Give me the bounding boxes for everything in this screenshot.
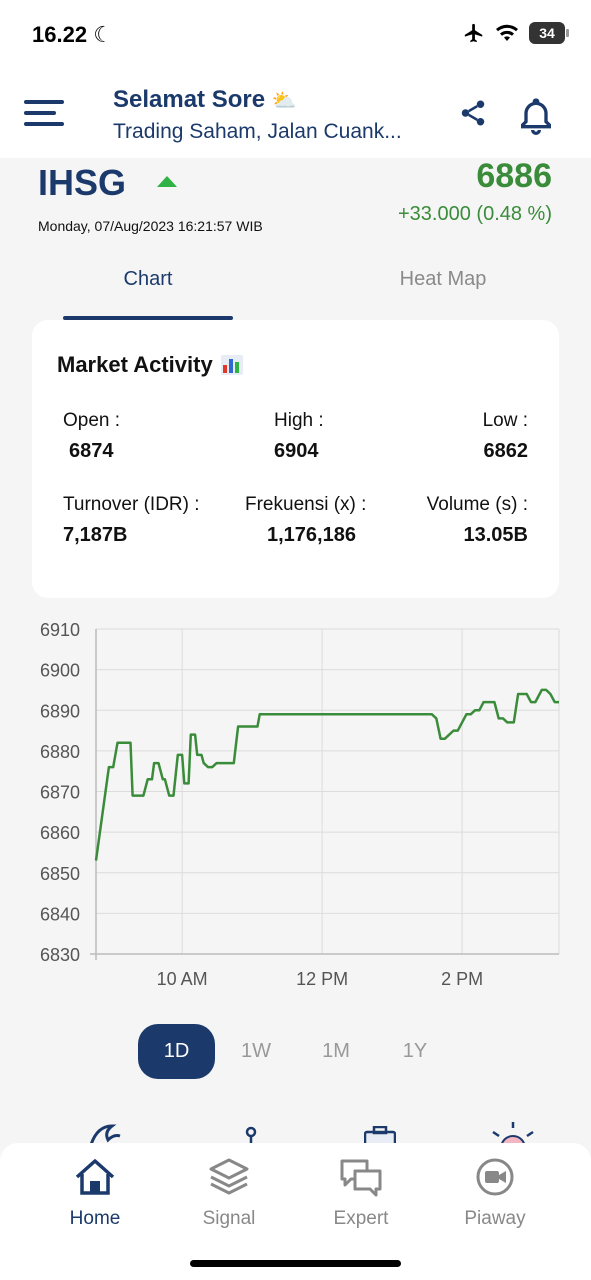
price-chart-svg: 6910 6900 6890 6880 6870 6860 6850 6840 6830 10 A… bbox=[40, 620, 560, 989]
battery-icon: 34 bbox=[529, 22, 569, 44]
market-activity-title: Market Activity bbox=[57, 352, 243, 378]
nav-expert-label: Expert bbox=[333, 1208, 389, 1229]
moon-icon: ☾ bbox=[93, 22, 113, 47]
price-chart[interactable]: 6910 6900 6890 6880 6870 6860 6850 6840 6830 10 A… bbox=[0, 610, 591, 1000]
index-date: Monday, 07/Aug/2023 16:21:57 WIB bbox=[38, 218, 263, 234]
chat-icon bbox=[340, 1159, 382, 1197]
stat-high-value: 6904 bbox=[274, 440, 319, 462]
stat-open-value: 6874 bbox=[69, 440, 114, 462]
range-selector: 1D 1W 1M 1Y bbox=[0, 1024, 591, 1080]
stat-turnover: Turnover (IDR) : 7,187B bbox=[63, 494, 200, 547]
tab-chart[interactable]: Chart bbox=[123, 268, 173, 290]
stat-volume-label: Volume (s) : bbox=[426, 494, 528, 515]
price-series-line bbox=[94, 688, 559, 861]
greeting-text: Selamat Sore bbox=[113, 86, 266, 113]
y-tick-label: 6870 bbox=[40, 783, 80, 803]
bar-chart-icon bbox=[220, 355, 243, 375]
stat-low-value: 6862 bbox=[483, 440, 529, 462]
y-tick-label: 6840 bbox=[40, 904, 80, 924]
tab-indicator bbox=[63, 316, 233, 320]
y-tick-label: 6860 bbox=[40, 823, 80, 843]
up-arrow-icon bbox=[157, 176, 177, 187]
video-icon bbox=[476, 1158, 514, 1196]
x-tick-label: 2 PM bbox=[441, 969, 483, 989]
tab-heat-map[interactable]: Heat Map bbox=[399, 268, 487, 290]
bottom-nav: Home Signal Expert Piaway bbox=[0, 1143, 591, 1280]
stat-volume: Volume (s) : 13.05B bbox=[427, 494, 528, 547]
app-header: Selamat Sore ⛅ Trading Saham, Jalan Cuan… bbox=[0, 70, 591, 158]
battery-level: 34 bbox=[539, 25, 555, 41]
y-tick-label: 6910 bbox=[40, 620, 80, 640]
stat-turnover-value: 7,187B bbox=[63, 524, 128, 546]
menu-icon[interactable] bbox=[24, 100, 64, 130]
stat-high: High : 6904 bbox=[274, 410, 324, 463]
status-icons: 34 bbox=[463, 22, 569, 44]
status-bar: 16.22 ☾ 34 bbox=[0, 0, 591, 70]
nav-home-label: Home bbox=[69, 1208, 121, 1229]
range-1y-button[interactable]: 1Y bbox=[402, 1040, 428, 1062]
index-name: IHSG bbox=[38, 162, 127, 203]
y-tick-label: 6830 bbox=[40, 945, 80, 965]
y-tick-label: 6850 bbox=[40, 864, 80, 884]
wifi-icon bbox=[496, 24, 518, 41]
nav-piaway-label: Piaway bbox=[464, 1208, 526, 1229]
tab-bar: Chart Heat Map bbox=[0, 258, 591, 320]
header-subtitle: Trading Saham, Jalan Cuank... bbox=[113, 120, 402, 143]
market-activity-title-text: Market Activity bbox=[57, 352, 213, 377]
index-value: 6886 bbox=[476, 157, 552, 195]
range-1m-button[interactable]: 1M bbox=[322, 1040, 350, 1062]
bell-icon[interactable] bbox=[516, 94, 556, 136]
greeting: Selamat Sore ⛅ bbox=[113, 86, 297, 114]
stat-high-label: High : bbox=[274, 410, 324, 431]
layers-icon bbox=[209, 1158, 249, 1195]
nav-piaway[interactable]: Piaway bbox=[440, 1157, 550, 1230]
nav-expert[interactable]: Expert bbox=[306, 1157, 416, 1230]
stat-volume-value: 13.05B bbox=[463, 524, 529, 546]
airplane-icon bbox=[464, 23, 483, 43]
stat-frekuensi-label: Frekuensi (x) : bbox=[245, 494, 367, 515]
index-change: +33.000 (0.48 %) bbox=[398, 203, 552, 225]
stat-open-label: Open : bbox=[63, 410, 121, 431]
x-tick-label: 10 AM bbox=[157, 969, 208, 989]
range-1d-button[interactable]: 1D bbox=[138, 1024, 215, 1079]
home-icon bbox=[75, 1159, 115, 1195]
status-time: 16.22 ☾ bbox=[32, 22, 113, 48]
stat-frekuensi-value: 1,176,186 bbox=[267, 524, 356, 546]
nav-home[interactable]: Home bbox=[40, 1157, 150, 1230]
market-activity-card: Market Activity Open : 6874 High : 6904 … bbox=[32, 320, 559, 598]
range-1w-button[interactable]: 1W bbox=[241, 1040, 271, 1062]
y-tick-label: 6900 bbox=[40, 661, 80, 681]
stat-turnover-label: Turnover (IDR) : bbox=[63, 494, 200, 515]
nav-signal[interactable]: Signal bbox=[174, 1157, 284, 1230]
share-icon[interactable] bbox=[458, 98, 488, 128]
stat-frekuensi: Frekuensi (x) : 1,176,186 bbox=[245, 494, 366, 547]
status-time-text: 16.22 bbox=[32, 22, 88, 47]
stat-low: Low : 6862 bbox=[483, 410, 528, 463]
y-tick-label: 6890 bbox=[40, 701, 80, 721]
stat-open: Open : 6874 bbox=[63, 410, 120, 463]
x-tick-label: 12 PM bbox=[296, 969, 348, 989]
stat-low-label: Low : bbox=[482, 410, 528, 431]
y-tick-label: 6880 bbox=[40, 742, 80, 762]
home-indicator bbox=[190, 1260, 401, 1267]
cloud-sun-icon: ⛅ bbox=[271, 90, 297, 112]
wave-icon bbox=[88, 1124, 121, 1148]
nav-signal-label: Signal bbox=[202, 1208, 256, 1229]
